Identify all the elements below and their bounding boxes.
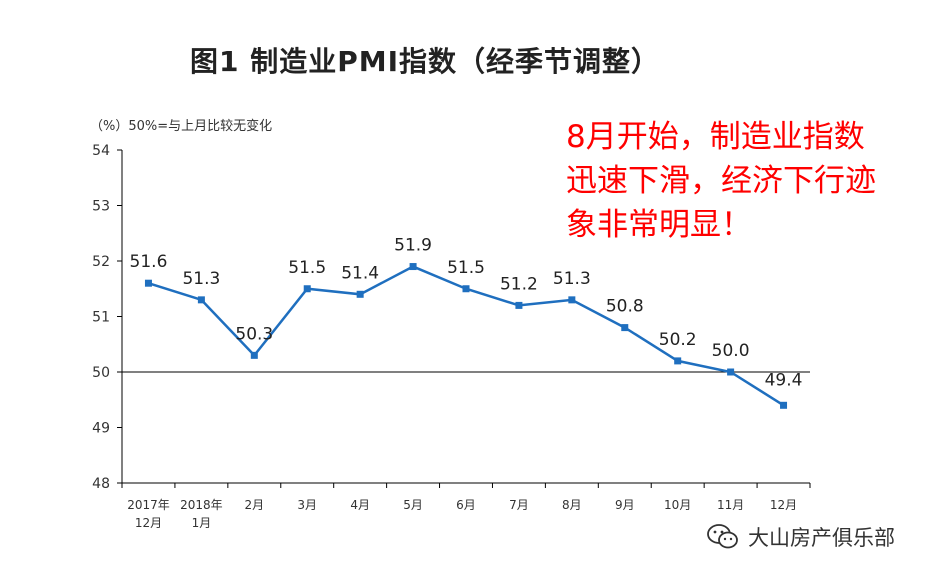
data-label: 51.5	[288, 258, 326, 278]
x-tick-label: 12月	[135, 516, 162, 530]
x-tick-label: 11月	[717, 498, 744, 512]
annotation-text: 8月开始，制造业指数 迅速下滑，经济下行迹 象非常明显！	[566, 115, 941, 247]
y-axis-note: （%）50%=与上月比较无变化	[90, 119, 273, 134]
x-tick-label: 4月	[350, 498, 370, 512]
x-tick-label: 7月	[509, 498, 529, 512]
annotation-line: 迅速下滑，经济下行迹	[566, 163, 876, 199]
data-label: 50.2	[659, 330, 697, 350]
x-tick-label: 8月	[562, 498, 582, 512]
x-tick-label: 2018年	[180, 498, 223, 512]
data-label: 49.4	[765, 370, 803, 390]
x-tick-label: 2017年	[127, 498, 170, 512]
data-point	[250, 351, 258, 359]
watermark: 大山房产俱乐部	[706, 520, 895, 554]
data-label: 50.3	[235, 324, 273, 344]
data-point	[780, 401, 788, 409]
data-point	[409, 263, 417, 271]
data-point	[303, 285, 311, 293]
annotation-line: 象非常明显！	[566, 207, 752, 243]
y-tick-label: 49	[92, 421, 110, 437]
data-point	[727, 368, 735, 376]
watermark-text: 大山房产俱乐部	[748, 526, 895, 550]
data-label: 50.0	[712, 341, 750, 361]
x-tick-label: 2月	[244, 498, 264, 512]
wechat-icon	[707, 524, 738, 549]
data-label: 51.6	[130, 252, 168, 272]
x-tick-label: 6月	[456, 498, 476, 512]
data-label: 51.3	[182, 269, 220, 289]
y-tick-label: 53	[92, 199, 110, 215]
x-tick-label: 9月	[615, 498, 635, 512]
y-tick-label: 48	[92, 476, 110, 492]
x-tick-label: 1月	[192, 516, 212, 530]
data-label: 51.3	[553, 269, 591, 289]
data-point	[674, 357, 682, 365]
data-label: 51.4	[341, 263, 379, 283]
y-tick-label: 52	[92, 254, 110, 270]
y-tick-label: 54	[92, 143, 110, 159]
data-point	[621, 324, 629, 332]
data-point	[356, 290, 364, 298]
data-label: 51.9	[394, 236, 432, 256]
x-tick-label: 3月	[297, 498, 317, 512]
y-tick-label: 51	[92, 310, 110, 326]
chart-title: 图1 制造业PMI指数（经季节调整）	[190, 45, 661, 78]
data-point	[462, 285, 470, 293]
data-label: 51.5	[447, 258, 485, 278]
data-point	[197, 296, 205, 304]
data-point	[515, 301, 523, 309]
x-tick-label: 12月	[770, 498, 797, 512]
data-point	[568, 296, 576, 304]
data-label: 51.2	[500, 274, 538, 294]
annotation-line: 8月开始，制造业指数	[566, 119, 865, 155]
y-tick-label: 50	[92, 365, 110, 381]
x-tick-label: 10月	[664, 498, 691, 512]
x-tick-label: 5月	[403, 498, 423, 512]
data-point	[144, 279, 152, 287]
data-label: 50.8	[606, 297, 644, 317]
